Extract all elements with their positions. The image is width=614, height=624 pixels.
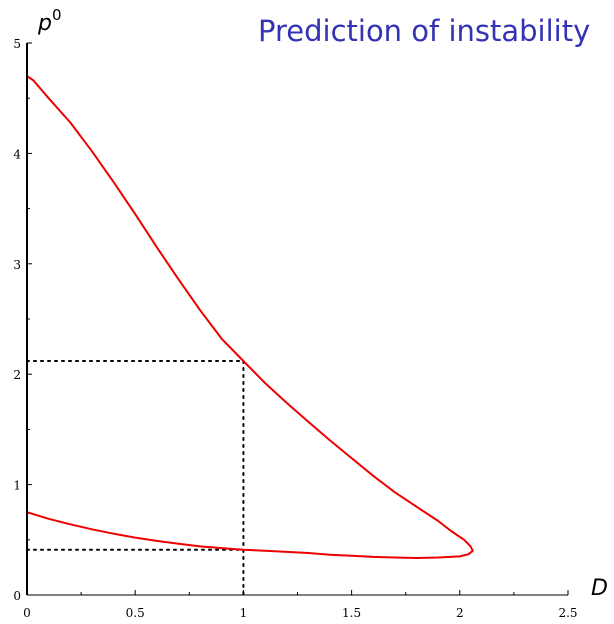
series-group	[26, 75, 474, 559]
y-axis-label-superscript: 0	[51, 6, 62, 24]
chart-title: Prediction of instability	[258, 14, 591, 48]
axes: 0 0.5 1 1.5 2 2.5 0 1 2 3 4 5	[13, 37, 577, 620]
x-axis-label: D	[591, 576, 608, 601]
y-tick-label-4: 4	[13, 147, 21, 161]
y-tick-label-1: 1	[13, 479, 21, 493]
x-tick-label-4: 2	[456, 606, 464, 620]
x-tick-label-2: 1	[240, 606, 248, 620]
y-tick-label-2: 2	[13, 368, 21, 382]
y-tick-label-0: 0	[13, 589, 21, 603]
y-tick-label-5: 5	[13, 37, 21, 51]
y-tick-label-3: 3	[13, 258, 21, 272]
guide-lines	[26, 359, 245, 596]
x-tick-label-3: 1.5	[342, 606, 361, 620]
x-tick-label-5: 2.5	[558, 606, 577, 620]
y-axis-label: p0	[38, 6, 62, 36]
y-axis-label-base: p	[38, 11, 52, 36]
x-tick-label-0: 0	[23, 606, 31, 620]
x-tick-label-1: 0.5	[126, 606, 145, 620]
series-line-0	[26, 75, 474, 559]
